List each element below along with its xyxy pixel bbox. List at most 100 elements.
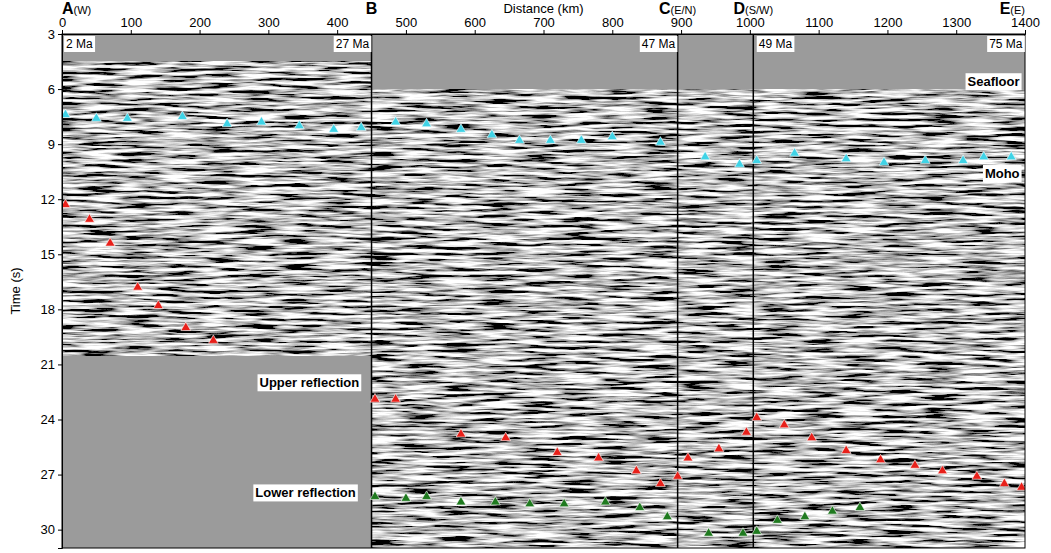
pick bbox=[62, 109, 70, 118]
pick bbox=[738, 528, 748, 537]
pick bbox=[515, 135, 525, 144]
tick: 18 bbox=[41, 302, 62, 317]
y-axis: 36912151821242730 bbox=[41, 27, 63, 549]
pick bbox=[456, 496, 466, 505]
pick bbox=[391, 394, 401, 403]
tick-label: 27 bbox=[41, 467, 55, 482]
pick bbox=[656, 478, 666, 487]
tick: 1000 bbox=[736, 15, 765, 34]
pick-series bbox=[62, 109, 1016, 167]
tick-label: 12 bbox=[41, 192, 55, 207]
pick bbox=[153, 300, 163, 309]
tick: 12 bbox=[41, 192, 62, 207]
pick bbox=[456, 124, 466, 133]
tick-mark bbox=[58, 364, 62, 365]
tick-label: 18 bbox=[41, 302, 55, 317]
tick-mark bbox=[544, 30, 545, 34]
pick bbox=[700, 151, 710, 160]
tick-mark bbox=[268, 30, 269, 34]
tick-mark bbox=[58, 475, 62, 476]
pick bbox=[910, 460, 920, 469]
seismic-section bbox=[372, 89, 1025, 548]
plot-area bbox=[62, 34, 1025, 548]
pick bbox=[545, 135, 555, 144]
pick bbox=[741, 427, 751, 436]
tick: 27 bbox=[41, 467, 62, 482]
pick bbox=[487, 129, 497, 138]
y-axis-title: Time (s) bbox=[8, 267, 23, 314]
tick-mark bbox=[131, 30, 132, 34]
tick-mark bbox=[58, 144, 62, 145]
pick bbox=[91, 113, 101, 122]
pick bbox=[714, 443, 724, 452]
tick-mark bbox=[200, 30, 201, 34]
pick bbox=[391, 116, 401, 125]
pick bbox=[876, 454, 886, 463]
age-label-box: 27 Ma bbox=[334, 36, 372, 52]
pick bbox=[1017, 482, 1025, 491]
age-label-background bbox=[334, 36, 372, 52]
pick bbox=[752, 526, 762, 535]
age-label-background bbox=[64, 36, 95, 52]
tick-mark bbox=[58, 309, 62, 310]
tick-label: 0 bbox=[59, 15, 66, 30]
tick-mark bbox=[612, 30, 613, 34]
pick bbox=[401, 493, 411, 502]
annotation: Upper reflection bbox=[260, 375, 360, 390]
tick-label: 9 bbox=[48, 137, 55, 152]
pick bbox=[1006, 151, 1016, 160]
annotation-box: Seafloor bbox=[966, 73, 1022, 90]
pick bbox=[85, 214, 95, 223]
tick: 600 bbox=[464, 15, 486, 34]
pick bbox=[827, 506, 837, 515]
age-label: 2 Ma bbox=[66, 37, 93, 51]
pick bbox=[656, 137, 666, 146]
pick bbox=[456, 428, 466, 437]
tick-mark bbox=[58, 530, 62, 531]
tick-label: 900 bbox=[671, 15, 693, 30]
tick: 1400 bbox=[1011, 15, 1040, 34]
plot-background bbox=[62, 34, 1025, 548]
pick bbox=[879, 157, 889, 166]
pick bbox=[356, 122, 366, 131]
annotation: Moho bbox=[985, 166, 1020, 181]
pick bbox=[841, 445, 851, 454]
tick-mark bbox=[887, 30, 888, 34]
pick bbox=[525, 498, 535, 507]
tick-label: 800 bbox=[602, 15, 624, 30]
pick bbox=[62, 199, 70, 208]
tick: 200 bbox=[189, 15, 211, 34]
age-label: 27 Ma bbox=[336, 37, 370, 51]
pick bbox=[673, 471, 683, 480]
axis-line bbox=[58, 35, 63, 549]
tick-mark bbox=[62, 30, 63, 34]
pick bbox=[222, 118, 232, 127]
tick-label: 100 bbox=[120, 15, 142, 30]
pick bbox=[422, 491, 432, 500]
age-label: 49 Ma bbox=[759, 37, 793, 51]
axis-line bbox=[63, 30, 1026, 35]
tick-label: 200 bbox=[189, 15, 211, 30]
tick-mark bbox=[406, 30, 407, 34]
pick bbox=[594, 452, 604, 461]
pick bbox=[559, 498, 569, 507]
pick bbox=[800, 511, 810, 520]
tick-label: 1400 bbox=[1011, 15, 1040, 30]
age-label-box: 49 Ma bbox=[757, 36, 795, 52]
pick bbox=[752, 155, 762, 164]
annotation: Seafloor bbox=[968, 74, 1020, 89]
section-label: E(E) bbox=[1000, 0, 1025, 17]
tick-mark bbox=[58, 89, 62, 90]
pick bbox=[208, 335, 218, 344]
section-boundary bbox=[753, 34, 755, 548]
tick: 800 bbox=[602, 15, 624, 34]
pick bbox=[704, 528, 714, 537]
tick-mark bbox=[1025, 30, 1026, 34]
age-label-background bbox=[987, 36, 1025, 52]
pick bbox=[133, 282, 143, 291]
seismic-section bbox=[62, 62, 372, 356]
tick: 900 bbox=[671, 15, 693, 34]
x-axis: 0100200300400500600700800900100011001200… bbox=[59, 15, 1040, 35]
pick bbox=[635, 502, 645, 511]
tick: 9 bbox=[48, 137, 62, 152]
